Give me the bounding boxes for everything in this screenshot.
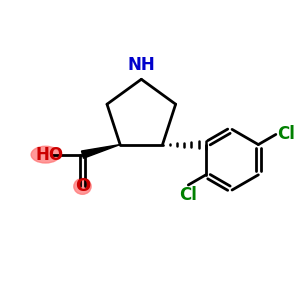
Ellipse shape: [31, 146, 60, 163]
Text: O: O: [75, 177, 90, 195]
Text: Cl: Cl: [277, 125, 295, 143]
Ellipse shape: [74, 178, 91, 194]
Polygon shape: [82, 145, 120, 158]
Text: NH: NH: [128, 56, 155, 74]
Text: Cl: Cl: [179, 186, 197, 204]
Text: HO: HO: [35, 146, 63, 164]
